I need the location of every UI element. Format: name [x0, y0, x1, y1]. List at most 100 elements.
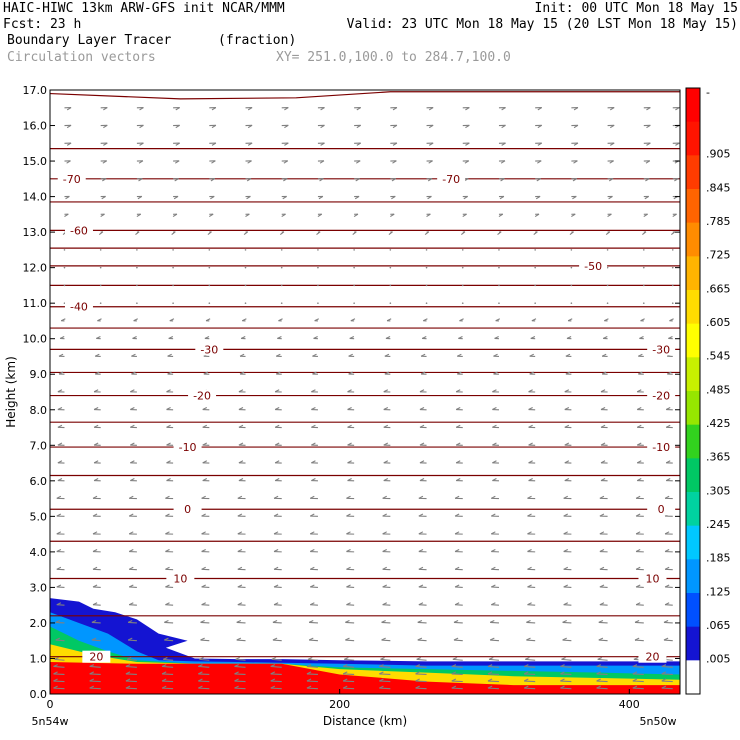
wind-vector: [309, 549, 318, 553]
wind-vector: [488, 657, 500, 661]
wind-vector: [526, 619, 536, 624]
contour-label-background: [579, 259, 608, 272]
wind-vector: [455, 424, 463, 429]
wind-vector: [379, 685, 391, 690]
wind-vector: [166, 460, 174, 464]
header-init-time: Init: 00 UTC Mon 18 May 15: [535, 1, 739, 16]
wind-vector: [665, 478, 673, 482]
wind-vector: [56, 531, 65, 535]
wind-vector: [307, 657, 318, 661]
colorbar-swatch: [686, 492, 700, 527]
wind-vector: [525, 657, 536, 661]
wind-vector: [133, 318, 138, 322]
wind-vector: [306, 678, 318, 683]
wind-vector: [205, 318, 211, 322]
wind-vector: [237, 531, 246, 535]
wind-vector: [600, 424, 608, 429]
wind-vector: [571, 160, 578, 164]
wind-vector: [451, 678, 463, 683]
wind-vector: [161, 678, 174, 683]
wind-vector: [136, 106, 144, 111]
wind-vector: [643, 178, 650, 182]
wind-vector: [57, 389, 65, 393]
wind-vector: [166, 406, 174, 411]
wind-vector: [309, 584, 318, 588]
y-axis-title: Height (km): [4, 356, 18, 427]
wind-vector: [454, 495, 463, 500]
wind-vector: [487, 685, 499, 690]
wind-vector: [167, 353, 174, 358]
wind-vector: [342, 678, 355, 683]
wind-vector: [423, 318, 428, 322]
wind-vector: [202, 424, 210, 429]
wind-vector: [425, 284, 428, 287]
wind-vector: [63, 249, 66, 251]
y-tick-label: 13.0: [23, 226, 48, 239]
wind-vector: [93, 478, 101, 482]
y-axis: 0.0 1.0 2.0 3.0 4.0 5.0 6.0 7.0 8.0 9.0 10.0 11.0 12…: [23, 84, 680, 701]
wind-vector: [455, 478, 463, 482]
y-tick-label: 7.0: [30, 439, 48, 452]
wind-vector: [534, 213, 540, 218]
y-tick-label: 3.0: [30, 581, 48, 594]
wind-vector: [454, 531, 463, 535]
wind-vector: [136, 266, 138, 269]
y-tick-label: 17.0: [23, 84, 48, 97]
wind-vector: [523, 678, 536, 683]
wind-vector: [607, 213, 612, 218]
wind-vector: [664, 495, 673, 500]
wind-vector: [563, 602, 572, 606]
wind-vector: [353, 213, 359, 218]
wind-vector: [92, 513, 101, 517]
x-tick-label: 400: [619, 698, 640, 711]
colorbar-label: .905: [706, 148, 731, 161]
wind-vector: [491, 602, 499, 606]
wind-vector: [316, 231, 321, 235]
wind-vector: [345, 619, 355, 624]
wind-vector: [92, 549, 101, 553]
wind-vector: [136, 178, 143, 182]
wind-vector: [199, 657, 210, 661]
wind-vector: [100, 106, 108, 111]
wind-vector: [270, 685, 282, 690]
colorbar-label: .845: [706, 181, 731, 194]
wind-vector: [664, 549, 673, 553]
wind-vector: [664, 531, 673, 535]
wind-vector: [345, 637, 355, 642]
wind-vector: [238, 478, 246, 482]
wind-vector: [570, 284, 573, 287]
wind-vector: [317, 178, 324, 182]
colorbar-label: .125: [706, 585, 731, 598]
colorbar-swatch: [686, 593, 700, 628]
wind-vector: [560, 685, 572, 690]
wind-vector: [56, 495, 65, 500]
wind-vector: [383, 406, 391, 411]
wind-vector: [93, 442, 101, 446]
wind-vector: [461, 266, 464, 269]
wind-vector: [238, 424, 246, 429]
wind-vector: [173, 195, 179, 200]
wind-vector: [454, 513, 463, 517]
vector-field-name: Circulation vectors: [7, 50, 156, 65]
wind-vector: [55, 619, 65, 624]
wind-vector: [661, 671, 673, 676]
wind-vector: [354, 142, 362, 146]
wind-vector: [634, 637, 644, 642]
wind-vector: [136, 302, 138, 304]
wind-vector: [311, 442, 318, 446]
wind-vector: [498, 106, 506, 111]
wind-vector: [635, 495, 644, 500]
wind-vector: [234, 671, 246, 676]
wind-vector: [161, 671, 174, 676]
wind-vector: [383, 478, 391, 482]
wind-vector: [308, 637, 318, 642]
wind-vector: [599, 549, 608, 553]
wind-vector: [419, 460, 427, 464]
wind-vector: [240, 335, 246, 340]
wind-vector: [245, 178, 252, 182]
wind-vector: [245, 106, 253, 111]
wind-vector: [669, 318, 674, 322]
cross-section-endpoints: XY= 251.0,100.0 to 284.7,100.0: [276, 50, 511, 65]
wind-vector: [461, 249, 464, 251]
wind-vector: [200, 619, 210, 624]
